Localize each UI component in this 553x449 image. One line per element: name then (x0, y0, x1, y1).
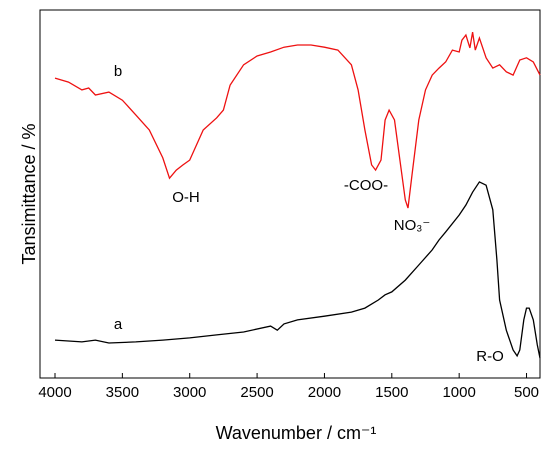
x-tick-label: 2000 (308, 384, 341, 401)
x-tick-label: 4000 (38, 384, 71, 401)
x-tick-label: 3000 (173, 384, 206, 401)
spectrum-line (54, 181, 541, 359)
x-tick-label: 1000 (442, 384, 475, 401)
x-tick-label: 3500 (106, 384, 139, 401)
annotation: a (114, 316, 123, 333)
spectrum-line (54, 31, 541, 209)
annotation: b (114, 63, 122, 80)
x-tick-label: 500 (514, 384, 539, 401)
y-axis-label: Tansimittance / % (19, 123, 39, 264)
annotation: -COO- (344, 177, 388, 194)
x-tick-label: 2500 (240, 384, 273, 401)
x-axis-label: Wavenumber / cm⁻¹ (216, 423, 377, 443)
annotation: NO₃⁻ (394, 217, 431, 234)
plot-frame (39, 9, 541, 379)
annotation: R-O (476, 348, 504, 365)
annotation: O-H (172, 189, 200, 206)
x-tick-label: 1500 (375, 384, 408, 401)
